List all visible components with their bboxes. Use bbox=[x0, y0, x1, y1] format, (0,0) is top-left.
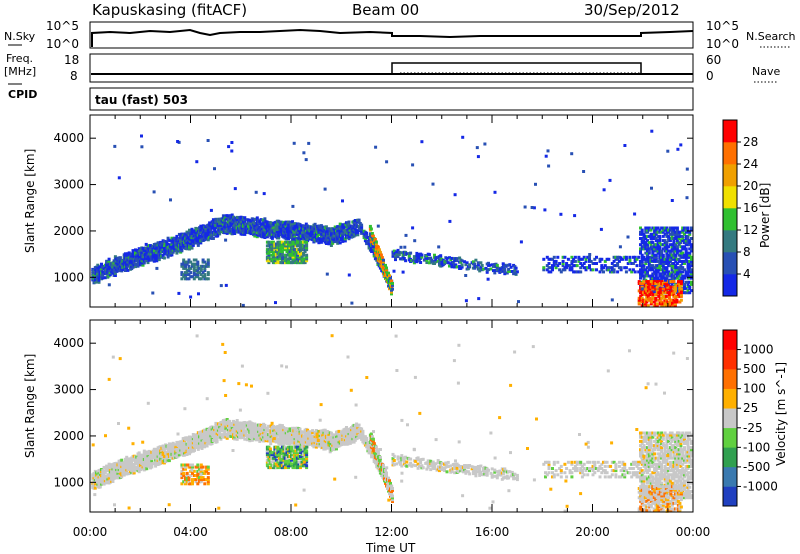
colorbar-segment bbox=[723, 230, 737, 253]
nave-right-tick-bottom: 0 bbox=[706, 69, 714, 83]
colorbar-segment bbox=[723, 408, 737, 429]
colorbar-tick-label: 4 bbox=[743, 267, 751, 281]
colorbar-segment bbox=[723, 120, 737, 143]
nsky-panel: N.Sky 10^5 10^0 10^5 10^0 N.Search bbox=[4, 19, 796, 51]
xtick-label: 20:00 bbox=[575, 525, 610, 539]
velocity-ylabel: Slant Range [km] bbox=[23, 354, 37, 458]
colorbar-tick-label: 500 bbox=[743, 362, 766, 376]
xtick-label: 00:00 bbox=[73, 525, 108, 539]
freq-left-tick-bottom: 8 bbox=[70, 69, 78, 83]
nsearch-label: N.Search bbox=[746, 30, 796, 43]
freq-left-tick-top: 18 bbox=[64, 53, 79, 67]
ytick-label: 4000 bbox=[53, 336, 84, 350]
cpid-panel: CPID tau (fast) 503 bbox=[8, 87, 694, 111]
xtick-label: 16:00 bbox=[475, 525, 510, 539]
colorbar-tick-label: -1000 bbox=[743, 479, 778, 493]
colorbar-segment bbox=[723, 164, 737, 187]
ytick-label: 1000 bbox=[53, 475, 84, 489]
frequency-panel: Freq. [MHz] 18 8 60 0 Nave bbox=[4, 52, 780, 85]
nave-label: Nave bbox=[752, 65, 780, 78]
xtick-label: 08:00 bbox=[274, 525, 309, 539]
nsky-left-tick-top: 10^5 bbox=[46, 19, 79, 33]
ytick-label: 3000 bbox=[53, 178, 84, 192]
nave-trace bbox=[391, 62, 642, 74]
power-panel: 1000 2000 3000 4000 Slant Range [km] bbox=[23, 114, 694, 308]
colorbar-segment bbox=[723, 349, 737, 370]
colorbar-segment bbox=[723, 186, 737, 209]
colorbar-tick-label: 25 bbox=[743, 401, 758, 415]
velocity-colorbar-label: Velocity [m s^-1] bbox=[774, 362, 788, 466]
colorbar-tick-label: -100 bbox=[743, 440, 770, 454]
colorbar-segment bbox=[723, 369, 737, 389]
date-title: 30/Sep/2012 bbox=[584, 1, 680, 19]
nsky-right-tick-bottom: 10^0 bbox=[706, 37, 739, 51]
ytick-label: 2000 bbox=[53, 224, 84, 238]
colorbar-segment bbox=[723, 486, 737, 507]
xtick-label: 00:00 bbox=[676, 525, 711, 539]
station-title: Kapuskasing (fitACF) bbox=[92, 1, 247, 19]
nsky-trace bbox=[91, 28, 694, 47]
colorbar-tick-label: 100 bbox=[743, 382, 766, 396]
freq-label: Freq. bbox=[6, 52, 33, 65]
colorbar-tick-label: 12 bbox=[743, 223, 758, 237]
power-ylabel: Slant Range [km] bbox=[23, 149, 37, 253]
ytick-label: 4000 bbox=[53, 131, 84, 145]
colorbar-tick-label: 8 bbox=[743, 245, 751, 259]
colorbar-frame bbox=[722, 329, 738, 507]
power-colorbar-label: Power [dB] bbox=[758, 183, 772, 248]
xtick-label: 04:00 bbox=[173, 525, 208, 539]
nsky-left-tick-bottom: 10^0 bbox=[46, 37, 79, 51]
velocity-panel: 1000 2000 3000 4000 Slant Range [km] bbox=[23, 319, 694, 513]
colorbar-tick-label: 20 bbox=[743, 179, 758, 193]
colorbar-segment bbox=[723, 427, 737, 448]
colorbar-segment bbox=[723, 447, 737, 468]
beam-title: Beam 00 bbox=[352, 1, 419, 19]
colorbar-tick-label: 24 bbox=[743, 157, 758, 171]
colorbar-tick-label: 16 bbox=[743, 201, 758, 215]
cpid-text: tau (fast) 503 bbox=[95, 93, 188, 107]
ytick-label: 3000 bbox=[53, 383, 84, 397]
xaxis-label: Time UT bbox=[365, 541, 416, 554]
cpid-label: CPID bbox=[8, 88, 37, 101]
colorbar-segment bbox=[723, 252, 737, 275]
colorbar-segment bbox=[723, 274, 737, 297]
nsky-label: N.Sky bbox=[4, 30, 36, 43]
nsky-right-tick-top: 10^5 bbox=[706, 19, 739, 33]
colorbar-segment bbox=[723, 466, 737, 487]
ytick-label: 2000 bbox=[53, 429, 84, 443]
colorbar-segment bbox=[723, 330, 737, 350]
freq-unit-label: [MHz] bbox=[4, 65, 36, 78]
velocity-colorbar: 1000 500 100 25 -25 -100 -500 -1000 bbox=[722, 329, 778, 507]
colorbar-tick-label: 1000 bbox=[743, 343, 774, 357]
nave-right-tick-top: 60 bbox=[706, 53, 721, 67]
xtick-label: 12:00 bbox=[374, 525, 409, 539]
colorbar-segment bbox=[723, 208, 737, 231]
colorbar-tick-label: 28 bbox=[743, 135, 758, 149]
colorbar-segment bbox=[723, 142, 737, 165]
ytick-label: 1000 bbox=[53, 270, 84, 284]
colorbar-tick-label: -25 bbox=[743, 421, 763, 435]
colorbar-segment bbox=[723, 388, 737, 409]
power-colorbar: 4 8 12 16 20 24 28 bbox=[722, 119, 758, 297]
colorbar-tick-label: -500 bbox=[743, 460, 770, 474]
